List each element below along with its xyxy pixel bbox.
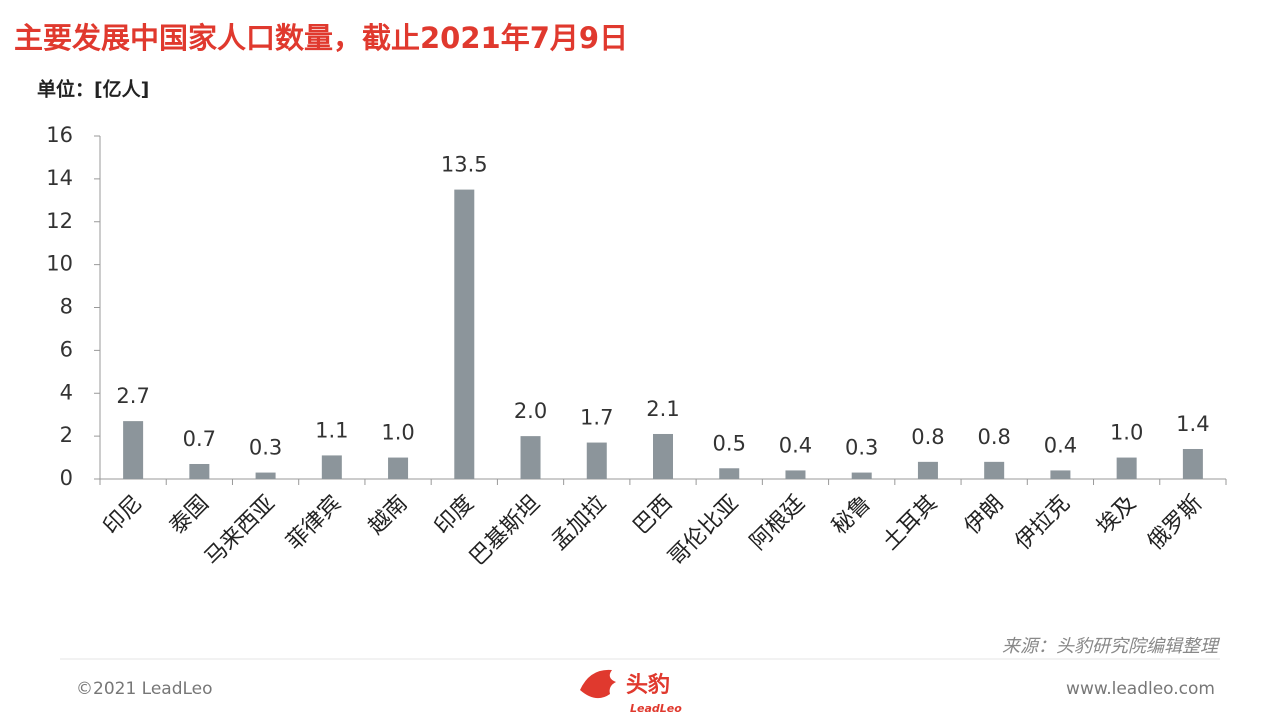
x-tick-label: 马来西亚	[200, 491, 280, 571]
value-label: 0.3	[249, 436, 282, 460]
bar	[851, 472, 872, 479]
x-tick-label: 印度	[430, 491, 479, 540]
logo-icon	[580, 669, 616, 699]
x-tick-label: 伊朗	[960, 491, 1009, 540]
value-label: 0.8	[977, 425, 1010, 449]
logo: 头豹 LeadLeo	[580, 669, 682, 715]
y-tick-label: 16	[46, 123, 73, 147]
bar	[785, 470, 806, 479]
source: 来源：头豹研究院编辑整理	[1002, 636, 1221, 657]
value-label: 0.4	[1044, 433, 1077, 457]
bar	[719, 468, 740, 479]
bar	[454, 189, 475, 479]
x-tick-label: 孟加拉	[547, 491, 611, 555]
bar	[388, 457, 409, 479]
x-tick-label: 阿根廷	[746, 491, 810, 555]
y-tick-label: 0	[60, 466, 73, 490]
value-label: 0.5	[713, 431, 746, 455]
x-tick-label: 越南	[364, 491, 413, 540]
bar	[984, 461, 1005, 479]
bar	[321, 455, 342, 479]
x-tick-label: 菲律宾	[282, 491, 346, 555]
copyright: ©2021 LeadLeo	[76, 679, 213, 699]
value-label: 2.7	[116, 384, 149, 408]
value-label: 0.7	[183, 427, 216, 451]
x-tick-label: 哥伦比亚	[664, 491, 744, 571]
x-tick-label: 秘鲁	[827, 491, 876, 540]
bar	[586, 442, 607, 479]
value-label: 0.3	[845, 436, 878, 460]
x-tick-label: 伊拉克	[1011, 491, 1075, 555]
y-tick-label: 14	[46, 166, 73, 190]
x-tick-label: 埃及	[1092, 491, 1141, 540]
x-tick-label: 巴基斯坦	[465, 491, 545, 571]
value-label: 1.0	[1110, 421, 1143, 445]
x-tick-label: 泰国	[165, 491, 214, 540]
value-label: 1.7	[580, 406, 613, 430]
x-tick-label: 巴西	[629, 491, 678, 540]
x-tick-label: 印尼	[99, 491, 148, 540]
website: www.leadleo.com	[1066, 679, 1215, 699]
y-tick-label: 6	[60, 337, 73, 361]
value-label: 1.1	[315, 418, 348, 442]
value-label: 0.4	[779, 433, 812, 457]
value-label: 1.4	[1176, 412, 1209, 436]
y-tick-label: 12	[46, 209, 73, 233]
value-label: 2.1	[646, 397, 679, 421]
y-tick-label: 4	[60, 380, 73, 404]
chart-title: 主要发展中国家人口数量，截止2021年7月9日	[14, 21, 628, 55]
y-tick-label: 10	[46, 252, 73, 276]
unit-label: 单位：[亿人]	[37, 78, 149, 101]
x-tick-label: 土耳其	[878, 491, 942, 555]
value-label: 0.8	[911, 425, 944, 449]
logo-name: 头豹	[626, 672, 670, 698]
logo-sub: LeadLeo	[630, 702, 682, 715]
bar	[255, 472, 276, 479]
bar	[1182, 448, 1203, 479]
value-label: 2.0	[514, 399, 547, 423]
bar	[917, 461, 938, 479]
y-tick-label: 8	[60, 295, 73, 319]
value-label: 1.0	[381, 421, 414, 445]
x-tick-label: 俄罗斯	[1143, 491, 1207, 555]
bar	[189, 463, 210, 479]
bar	[1050, 470, 1071, 479]
bar	[653, 433, 673, 479]
value-label: 13.5	[441, 153, 488, 177]
bar	[123, 421, 144, 479]
bar	[520, 436, 541, 479]
y-tick-label: 2	[60, 423, 73, 447]
bar	[1116, 457, 1137, 479]
